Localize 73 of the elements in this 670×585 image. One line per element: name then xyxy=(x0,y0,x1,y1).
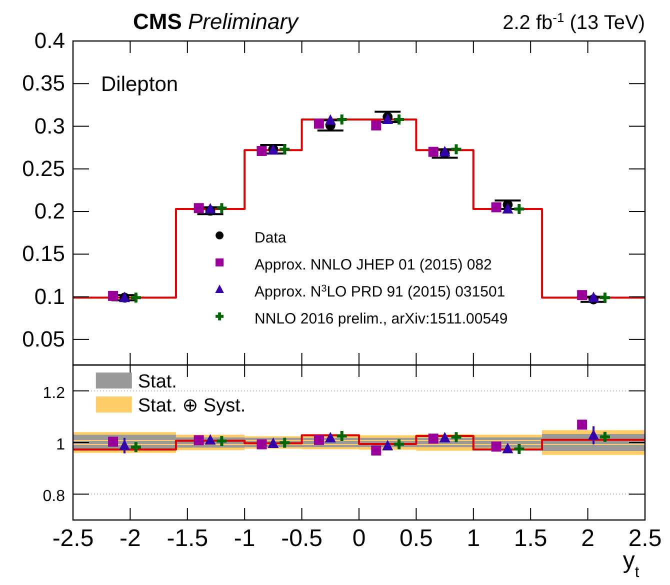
point xyxy=(491,442,502,452)
point xyxy=(268,438,279,448)
point xyxy=(514,444,524,454)
point xyxy=(194,203,204,214)
point xyxy=(577,290,588,300)
point xyxy=(588,292,600,302)
point xyxy=(314,118,324,129)
point xyxy=(428,146,438,157)
y-tick-label: 0.8 xyxy=(42,488,66,506)
point xyxy=(324,432,336,442)
point xyxy=(451,144,462,154)
y-tick-label: 0.15 xyxy=(22,241,65,266)
y-tick-label: 0.25 xyxy=(22,156,65,181)
x-tick-label: -0.5 xyxy=(281,525,322,552)
x-tick-label: -2.5 xyxy=(52,525,94,552)
point xyxy=(428,434,438,444)
point xyxy=(600,432,610,442)
y-tick-label: 0.1 xyxy=(34,284,65,309)
legend-label: Data xyxy=(254,229,287,246)
point xyxy=(108,290,118,301)
legend-label: Approx. NNLO JHEP 01 (2015) 082 xyxy=(254,256,492,274)
legend-label: Stat. xyxy=(138,372,177,392)
point xyxy=(394,439,404,450)
point xyxy=(577,420,588,430)
point xyxy=(216,203,227,214)
point xyxy=(439,146,450,156)
legend-label: Approx. N$^{3}$LO PRD 91 (2015) 031501 xyxy=(254,282,506,300)
x-tick-label: -2 xyxy=(120,525,141,552)
chart-subtitle: 2.2 fb$^{-1}$ (13 TeV) xyxy=(502,10,645,34)
point xyxy=(130,442,141,452)
point xyxy=(514,204,524,214)
point xyxy=(280,144,290,154)
point xyxy=(371,446,382,456)
point xyxy=(256,439,267,450)
x-tick-label: 1 xyxy=(466,525,480,552)
y-tick-label: 1 xyxy=(56,436,66,454)
x-tick-label: 0.5 xyxy=(400,525,433,552)
point xyxy=(216,436,227,446)
point xyxy=(324,114,336,125)
x-tick-label: 2 xyxy=(581,525,594,552)
point xyxy=(280,438,290,448)
y-tick-label: 0.05 xyxy=(22,326,65,352)
annotation: Dilepton xyxy=(101,73,178,96)
point xyxy=(451,432,462,442)
x-tick-label: -1 xyxy=(234,525,256,552)
y-tick-label: 0.3 xyxy=(34,113,65,138)
point xyxy=(194,435,204,446)
point xyxy=(394,114,404,124)
y-tick-label: 0.4 xyxy=(34,28,65,53)
point xyxy=(600,292,610,303)
point xyxy=(502,442,514,454)
legend-label: NNLO 2016 prelim., arXiv:1511.00549 xyxy=(254,310,508,328)
point xyxy=(256,146,267,156)
point xyxy=(108,436,118,447)
point xyxy=(382,440,394,450)
point xyxy=(204,434,216,445)
legend-label: Stat. ⊕ Syst. xyxy=(138,396,246,416)
point xyxy=(502,202,514,214)
y-tick-label: 0.2 xyxy=(34,198,65,224)
y-tick-label: 0.35 xyxy=(22,70,65,96)
point xyxy=(130,292,141,303)
point xyxy=(336,431,347,442)
point xyxy=(439,432,450,442)
chart-title: CMS Preliminary xyxy=(133,9,300,34)
point xyxy=(204,202,216,214)
y-tick-label: 1.2 xyxy=(42,384,66,402)
point xyxy=(491,202,502,212)
point xyxy=(336,114,347,124)
point xyxy=(371,120,382,130)
x-tick-label: -1.5 xyxy=(166,525,208,552)
point xyxy=(314,434,324,445)
x-tick-label: 0 xyxy=(352,525,366,552)
x-tick-label: 1.5 xyxy=(514,525,548,552)
